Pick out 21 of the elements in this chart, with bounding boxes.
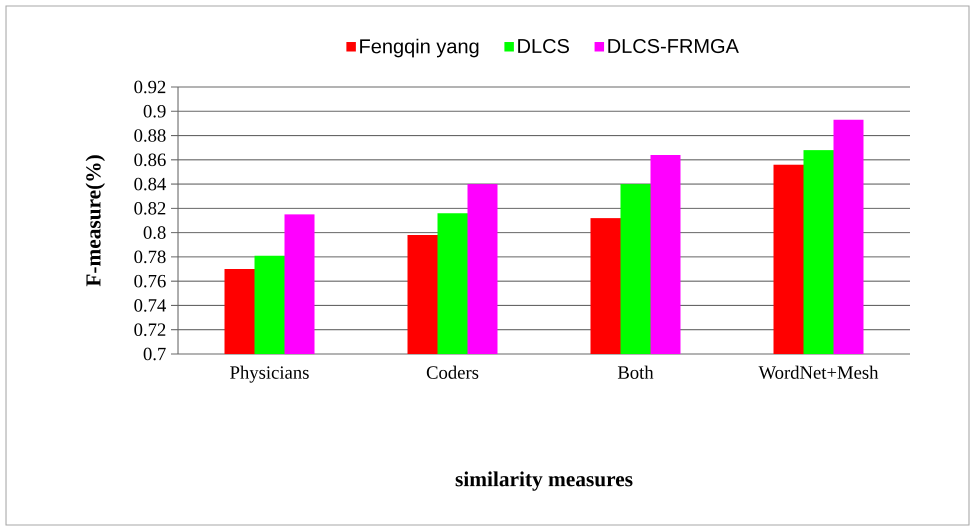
x-tick-label: Coders [426, 366, 478, 379]
y-tick-label: 0.74 [134, 299, 166, 312]
y-tick-label: 0.78 [134, 250, 166, 264]
y-tick-label: 0.84 [134, 178, 166, 190]
legend-label: DLCS [518, 38, 569, 54]
legend-label: DLCS-FRMGA [608, 38, 739, 54]
y-tick-label: 0.76 [134, 274, 166, 288]
x-axis-title: similarity measures [456, 471, 632, 491]
y-tick-label: 0.92 [134, 80, 166, 94]
x-tick-label: WordNet+Mesh [758, 366, 878, 379]
y-tick-label: 0.72 [134, 323, 166, 336]
y-axis-title: F-measure(%) [86, 155, 105, 286]
y-tick-label: 0.82 [134, 202, 166, 215]
x-tick-label: Both [618, 366, 654, 379]
legend-label: Fengqin yang [360, 38, 478, 58]
y-tick-label: 0.88 [134, 129, 166, 142]
y-tick-label: 0.8 [144, 226, 166, 239]
y-tick-label: 0.7 [144, 348, 166, 360]
y-tick-label: 0.86 [134, 153, 166, 166]
x-tick-label: Physicians [230, 366, 309, 383]
y-tick-label: 0.9 [144, 104, 166, 118]
